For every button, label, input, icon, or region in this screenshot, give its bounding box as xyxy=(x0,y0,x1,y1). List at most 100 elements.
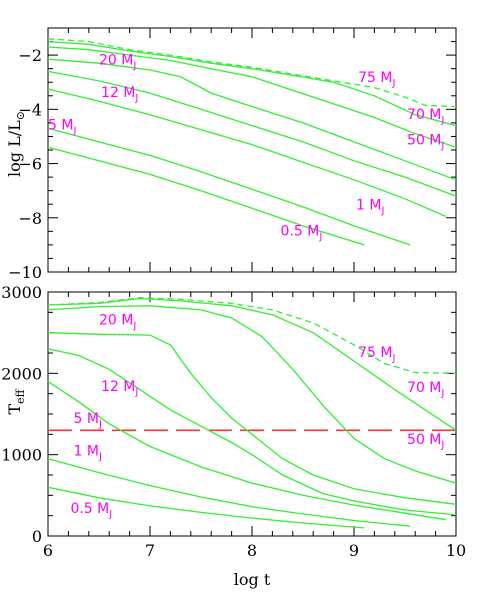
mass-unit: M xyxy=(87,411,99,427)
series-line-12-mj xyxy=(47,348,457,516)
mass-label-12-mj: 12 MJ xyxy=(101,85,138,104)
mass-label-5-mj: 5 MJ xyxy=(74,411,102,430)
x-tick-label: 8 xyxy=(247,541,257,560)
mass-label-1-mj: 1 MJ xyxy=(356,198,384,217)
mass-value: 1 xyxy=(356,198,369,214)
mass-value: 20 xyxy=(99,53,121,69)
y-axis-title: Teff xyxy=(5,388,27,414)
mass-unit-sub: J xyxy=(440,141,444,152)
series-line-0.5-mj xyxy=(47,486,365,529)
mass-value: 12 xyxy=(101,379,123,395)
y-axis-title: log L/L⊙ xyxy=(5,111,27,177)
mass-label-5-mj: 5 MJ xyxy=(48,118,76,137)
mass-value: 50 xyxy=(407,432,429,448)
series-line-50-mj xyxy=(47,305,457,484)
mass-value: 75 xyxy=(358,345,380,361)
mass-value: 0.5 xyxy=(281,223,308,239)
mass-value: 20 xyxy=(99,313,121,329)
mass-label-70-mj: 70 MJ xyxy=(407,380,444,399)
mass-unit-sub: J xyxy=(380,206,384,217)
y-tick-label: 3000 xyxy=(1,283,42,302)
series-line-5-mj xyxy=(47,88,447,217)
mass-unit-sub: J xyxy=(134,93,138,104)
mass-value: 75 xyxy=(358,70,380,86)
mass-unit-sub: J xyxy=(134,387,138,398)
y-tick-label: −10 xyxy=(8,263,42,282)
x-tick-label: 7 xyxy=(145,541,155,560)
series-line-75-mj xyxy=(47,38,457,108)
mass-value: 70 xyxy=(407,380,429,396)
series-line-5-mj xyxy=(47,380,446,521)
x-tick-label: 6 xyxy=(43,541,53,560)
mass-unit: M xyxy=(429,133,441,149)
sun-symbol: ⊙ xyxy=(14,111,27,120)
series-line-1-mj xyxy=(47,458,411,527)
mass-label-75-mj: 75 MJ xyxy=(358,70,395,89)
mass-value: 12 xyxy=(101,85,123,101)
mass-unit-sub: J xyxy=(440,440,444,451)
mass-unit-sub: J xyxy=(318,231,322,242)
mass-value: 50 xyxy=(407,133,429,149)
x-tick-label: 10 xyxy=(446,541,466,560)
mass-unit-sub: J xyxy=(132,321,136,332)
mass-label-70-mj: 70 MJ xyxy=(407,107,444,126)
mass-unit: M xyxy=(121,313,133,329)
mass-unit-sub: J xyxy=(440,115,444,126)
y-tick-label: −4 xyxy=(18,100,42,119)
y-axis-title-main: T xyxy=(5,404,24,415)
mass-value: 1 xyxy=(74,443,87,459)
mass-label-12-mj: 12 MJ xyxy=(101,379,138,398)
y-tick-label: 0 xyxy=(32,527,42,546)
series-line-75-mj xyxy=(47,297,457,374)
mass-label-75-mj: 75 MJ xyxy=(358,345,395,364)
y-tick-label: −8 xyxy=(18,209,42,228)
mass-unit-sub: J xyxy=(132,61,136,72)
y-axis-title-sub: eff xyxy=(14,388,27,404)
mass-unit-sub: J xyxy=(98,451,102,462)
mass-label-20-mj: 20 MJ xyxy=(99,313,136,332)
mass-unit: M xyxy=(61,118,73,134)
mass-label-0.5-mj: 0.5 MJ xyxy=(70,501,112,520)
mass-unit: M xyxy=(123,85,135,101)
mass-value: 5 xyxy=(74,411,87,427)
mass-label-50-mj: 50 MJ xyxy=(407,133,444,152)
series-line-1-mj xyxy=(47,127,411,246)
mass-unit: M xyxy=(87,443,99,459)
mass-unit: M xyxy=(380,70,392,86)
series-line-20-mj xyxy=(47,332,457,505)
mass-value: 5 xyxy=(48,118,61,134)
mass-unit-sub: J xyxy=(391,78,395,89)
series-line-70-mj xyxy=(47,297,457,431)
mass-label-20-mj: 20 MJ xyxy=(99,53,136,72)
series-line-50-mj xyxy=(47,46,457,148)
mass-label-0.5-mj: 0.5 MJ xyxy=(281,223,323,242)
mass-unit: M xyxy=(380,345,392,361)
y-axis-title-main: log L/L xyxy=(5,120,24,177)
mass-value: 70 xyxy=(407,107,429,123)
y-tick-label: 1000 xyxy=(1,446,42,465)
series-line-70-mj xyxy=(47,40,457,127)
mass-unit-sub: J xyxy=(108,509,112,520)
mass-unit: M xyxy=(123,379,135,395)
mass-unit: M xyxy=(121,53,133,69)
y-tick-label: −2 xyxy=(18,46,42,65)
mass-unit-sub: J xyxy=(72,126,76,137)
mass-label-50-mj: 50 MJ xyxy=(407,432,444,451)
mass-unit: M xyxy=(369,198,381,214)
series-line-12-mj xyxy=(47,70,457,197)
x-axis-title: log t xyxy=(234,570,271,589)
mass-unit: M xyxy=(429,380,441,396)
mass-unit: M xyxy=(429,107,441,123)
mass-value: 0.5 xyxy=(70,501,97,517)
mass-unit: M xyxy=(307,223,319,239)
mass-unit-sub: J xyxy=(391,353,395,364)
series-line-0.5-mj xyxy=(47,146,365,246)
mass-unit-sub: J xyxy=(440,388,444,399)
y-tick-label: −6 xyxy=(18,155,42,174)
series-line-20-mj xyxy=(47,58,457,181)
mass-label-1-mj: 1 MJ xyxy=(74,443,102,462)
x-tick-label: 9 xyxy=(349,541,359,560)
y-tick-label: 2000 xyxy=(1,364,42,383)
